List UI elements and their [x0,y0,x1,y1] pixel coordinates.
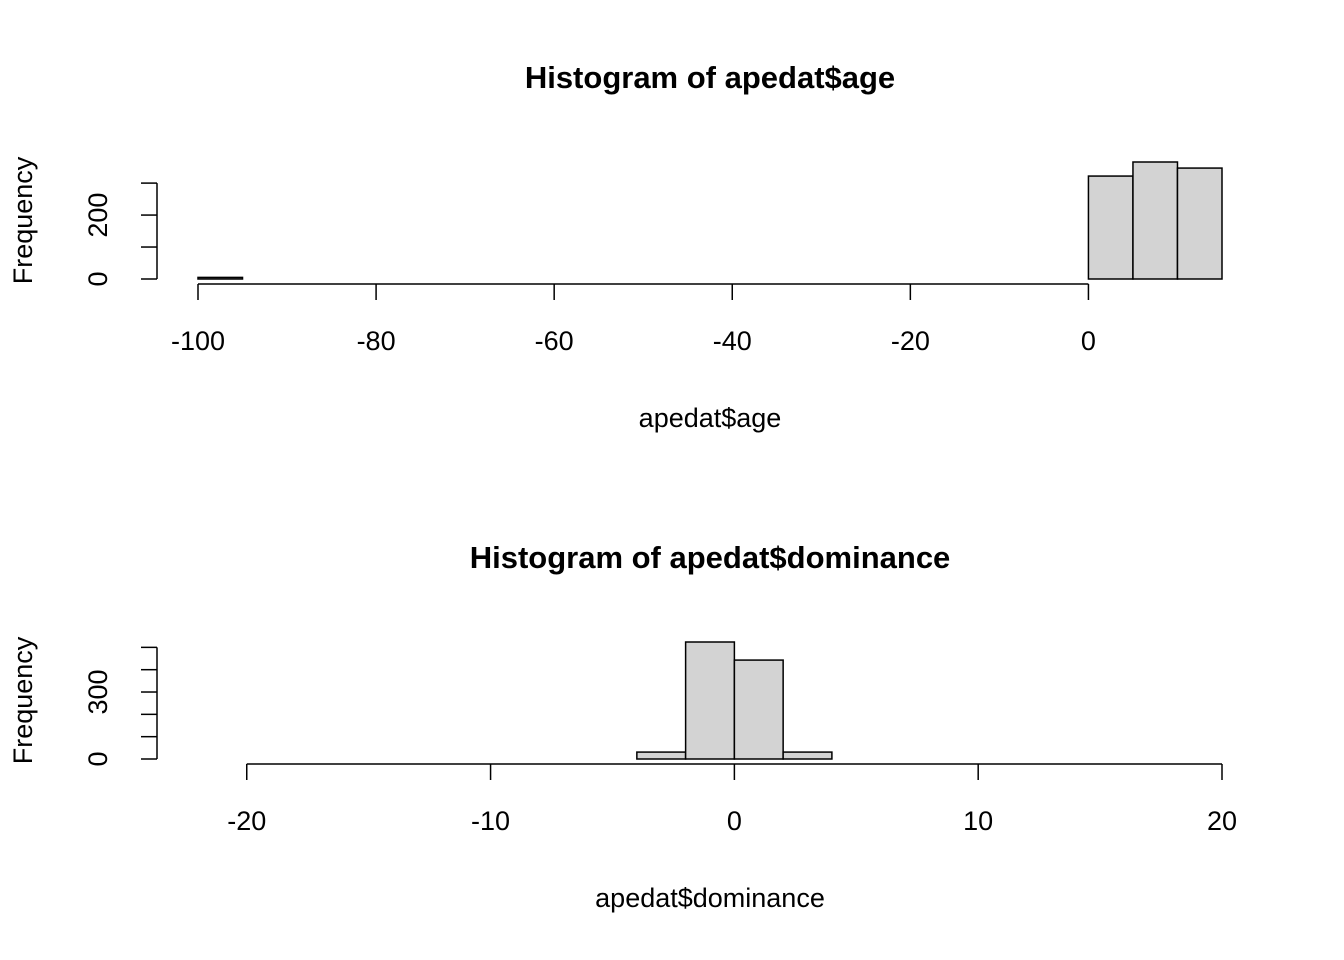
x-tick-label: -60 [535,326,574,356]
bar [1132,161,1179,280]
x-axis-label: apedat$dominance [595,883,825,913]
y-tick-label: 200 [83,193,113,238]
y-tick-label: 0 [83,751,113,766]
bar [684,641,736,760]
x-tick-label: -10 [471,806,510,836]
x-tick-label: 10 [963,806,993,836]
chart-title: Histogram of apedat$dominance [470,540,951,575]
bar [636,751,687,760]
chart-title: Histogram of apedat$age [525,60,895,95]
x-tick-label: 20 [1207,806,1237,836]
x-tick-label: -100 [171,326,225,356]
x-tick-label: 0 [1081,326,1096,356]
bar [1176,167,1223,280]
x-tick-label: 0 [727,806,742,836]
y-axis-label: Frequency [8,636,38,764]
x-tick-label: -80 [357,326,396,356]
y-tick-label: 0 [83,271,113,286]
bar [197,276,244,280]
bar [733,659,784,760]
y-tick-label: 300 [83,669,113,714]
y-axis-label: Frequency [8,156,38,284]
bar [782,751,833,760]
x-tick-label: -20 [227,806,266,836]
x-tick-label: -40 [713,326,752,356]
bar [1087,175,1134,280]
x-axis-label: apedat$age [639,403,782,433]
x-tick-label: -20 [891,326,930,356]
